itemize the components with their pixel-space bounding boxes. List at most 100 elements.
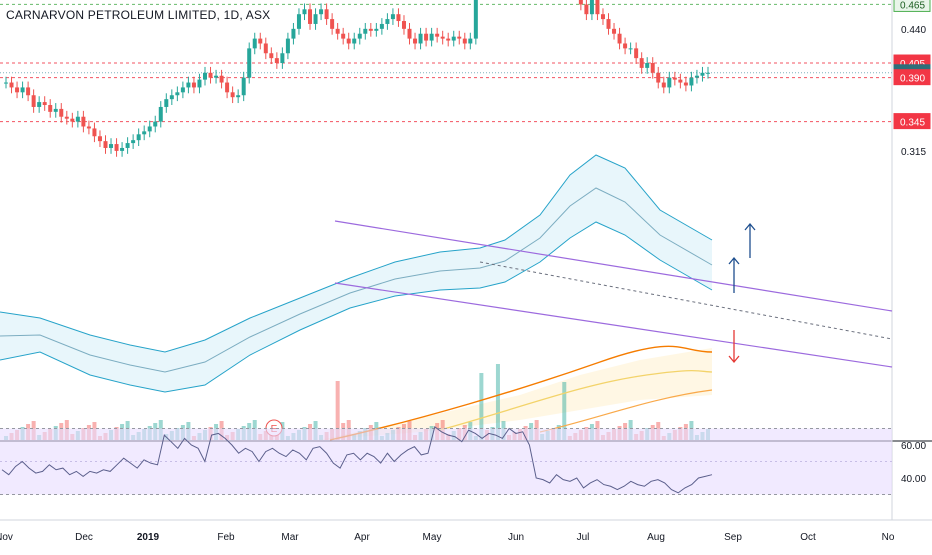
candle-body xyxy=(667,77,672,88)
ma-envelope-fill xyxy=(320,348,712,440)
candle-body xyxy=(396,14,401,22)
candle-body xyxy=(180,87,185,93)
time-axis-tick: Mar xyxy=(281,532,299,543)
candle-body xyxy=(656,72,661,83)
candle-body xyxy=(678,79,683,83)
candle-body xyxy=(59,108,64,117)
candle-body xyxy=(37,102,42,107)
candle-body xyxy=(468,38,473,44)
candle-body xyxy=(595,0,600,15)
candle-body xyxy=(164,99,169,107)
candle-body xyxy=(578,0,583,5)
time-axis-tick: Aug xyxy=(647,532,665,543)
candle-body xyxy=(26,87,31,96)
candle-body xyxy=(429,33,434,41)
candle-body xyxy=(368,28,373,31)
candle-body xyxy=(672,77,677,80)
price-label-box xyxy=(893,0,931,12)
candle-body xyxy=(291,28,296,39)
time-axis-tick: Jun xyxy=(508,532,524,543)
time-axis-tick: Dec xyxy=(75,532,93,543)
candle-body xyxy=(15,87,20,93)
candle-body xyxy=(330,19,335,29)
candle-body xyxy=(53,108,58,112)
candle-body xyxy=(473,0,478,39)
candle-body xyxy=(214,75,219,78)
candle-body xyxy=(169,95,174,100)
candle-body xyxy=(385,19,390,24)
candle-body xyxy=(446,38,451,41)
candle-body xyxy=(120,147,125,151)
time-axis-tick: May xyxy=(423,532,442,543)
candle-body xyxy=(451,36,456,41)
candle-body xyxy=(650,63,655,73)
price-label-box xyxy=(893,69,931,86)
candle-body xyxy=(142,131,147,135)
candle-body xyxy=(147,126,152,132)
candle-body xyxy=(346,38,351,44)
candle-body xyxy=(247,48,252,78)
volume-bar xyxy=(495,364,500,440)
candle-body xyxy=(252,38,257,49)
volume-bar xyxy=(479,373,484,440)
candle-body xyxy=(374,28,379,31)
channel-upper-line xyxy=(334,220,893,312)
candle-body xyxy=(86,126,91,129)
candle-body xyxy=(435,33,440,37)
candle-body xyxy=(9,82,14,88)
candle-body xyxy=(639,58,644,68)
candle-body xyxy=(230,92,235,98)
candle-body xyxy=(407,28,412,39)
arrow-up-lower-head xyxy=(728,256,740,265)
candle-body xyxy=(197,79,202,88)
price-axis-tick: 0.315 xyxy=(901,147,926,158)
candle-body xyxy=(219,75,224,83)
time-axis-tick: Sep xyxy=(724,532,742,543)
candle-body xyxy=(335,28,340,34)
time-axis-tick: Oct xyxy=(800,532,816,543)
bollinger-lower xyxy=(0,221,713,393)
candle-body xyxy=(341,33,346,39)
candle-body xyxy=(20,87,25,93)
time-axis-tick: No xyxy=(882,532,895,543)
candle-body xyxy=(352,38,357,44)
candle-body xyxy=(136,134,141,141)
candle-body xyxy=(92,128,97,137)
candle-body xyxy=(64,116,69,119)
candle-body xyxy=(274,58,279,64)
arrow-up-upper-head xyxy=(744,222,756,231)
candle-body xyxy=(269,53,274,59)
candle-body xyxy=(706,72,710,74)
candle-body xyxy=(263,43,268,54)
arrow-down-head xyxy=(728,355,740,364)
ma-orange-line xyxy=(329,345,713,441)
candle-body xyxy=(191,82,196,88)
candle-body xyxy=(606,19,611,29)
candle-body xyxy=(600,14,605,20)
volume-bar xyxy=(335,381,340,440)
candle-body xyxy=(424,33,429,41)
price-label-box xyxy=(893,113,931,130)
candle-body xyxy=(285,38,290,54)
candle-body xyxy=(645,63,650,68)
candle-body xyxy=(313,14,318,24)
candle-body xyxy=(186,82,191,88)
candle-body xyxy=(296,14,301,29)
candle-body xyxy=(225,82,230,93)
time-axis-tick: Feb xyxy=(217,532,235,543)
bollinger-upper xyxy=(0,154,713,353)
price-axis-tick: 0.440 xyxy=(901,25,926,36)
candle-body xyxy=(280,53,285,64)
candle-body xyxy=(4,82,8,84)
candle-body xyxy=(440,36,445,39)
candle-body xyxy=(457,36,462,39)
candle-body xyxy=(700,72,705,76)
candle-body xyxy=(81,116,86,127)
time-axis-tick: Apr xyxy=(354,532,370,543)
candle-body xyxy=(258,38,263,44)
channel-mid-line xyxy=(479,261,893,340)
candle-body xyxy=(324,9,329,20)
candle-body xyxy=(75,116,80,122)
